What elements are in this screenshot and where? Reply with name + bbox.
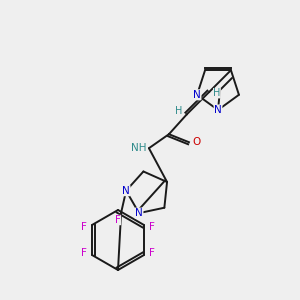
Text: F: F	[81, 222, 87, 232]
Text: N: N	[193, 90, 201, 100]
Text: NH: NH	[131, 143, 147, 153]
Text: F: F	[149, 248, 155, 258]
Text: F: F	[149, 222, 155, 232]
Text: F: F	[115, 215, 121, 225]
Text: N: N	[135, 208, 143, 218]
Text: N: N	[122, 186, 130, 196]
Text: F: F	[81, 248, 87, 258]
Text: O: O	[192, 137, 200, 147]
Text: H: H	[213, 88, 220, 98]
Text: N: N	[214, 105, 222, 115]
Text: H: H	[175, 106, 183, 116]
